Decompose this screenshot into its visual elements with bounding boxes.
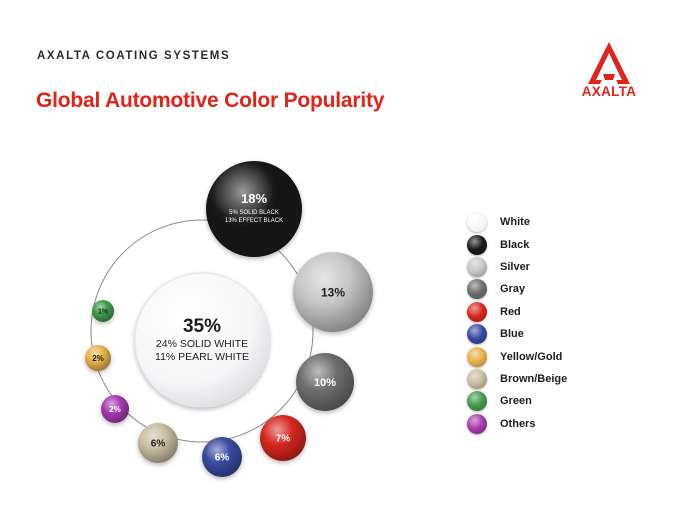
page-title: Global Automotive Color Popularity [36, 89, 385, 112]
legend-label: Green [500, 395, 532, 408]
bubble-circle-others [101, 395, 129, 423]
bubble-circle-gray [296, 353, 354, 411]
bubble-value-label: 2% [109, 405, 121, 414]
bubble-detail-label: 13% EFFECT BLACK [225, 218, 283, 224]
bubble-yellow-gold: 2% [85, 345, 111, 371]
bubble-red: 7% [260, 415, 306, 461]
bubble-circle-brown-beige [138, 423, 178, 463]
legend-swatch-brown-beige [467, 368, 487, 389]
legend-item-silver: Silver [467, 256, 567, 278]
legend-item-brown-beige: Brown/Beige [467, 368, 567, 390]
bubble-blue: 6% [202, 437, 242, 477]
bubble-value-label: 18% [241, 191, 267, 206]
legend-swatch-yellow-gold [467, 346, 487, 367]
legend-item-others: Others [467, 413, 567, 435]
bubble-circle-white [134, 272, 270, 408]
legend-item-blue: Blue [467, 323, 567, 345]
bubble-green: 1% [92, 300, 114, 322]
legend-label: Yellow/Gold [500, 350, 563, 363]
bubble-black: 18% 5% SOLID BLACK 13% EFFECT BLACK [206, 161, 302, 257]
bubble-gray: 10% [296, 353, 354, 411]
bubble-value-label: 6% [151, 439, 166, 450]
bubble-detail-label: 5% SOLID BLACK [229, 210, 279, 216]
legend-item-black: Black [467, 233, 567, 255]
bubble-value-label: 13% [321, 285, 345, 299]
bubble-others: 2% [101, 395, 129, 423]
legend-label: Black [500, 238, 530, 251]
legend-label: Brown/Beige [500, 372, 568, 385]
legend-swatch-silver [467, 256, 487, 277]
bubble-circle-green [92, 300, 114, 322]
bubble-value-label: 2% [92, 354, 104, 363]
legend-label: White [500, 216, 530, 229]
bubble-circle-black [206, 161, 302, 257]
logo-wordmark: AXALTA [581, 84, 637, 99]
bubble-circle-blue [202, 437, 242, 477]
bubble-circle-yellow-gold [85, 345, 111, 371]
chart-legend: White Black Silver Gray Red Blue Yellow/Gold Br… [467, 211, 567, 435]
legend-swatch-gray [467, 279, 487, 300]
legend-swatch-others [467, 413, 487, 434]
legend-item-yellow-gold: Yellow/Gold [467, 345, 567, 367]
bubble-value-label: 7% [276, 434, 291, 445]
bubble-brown-beige: 6% [138, 423, 178, 463]
legend-swatch-blue [467, 324, 487, 345]
legend-item-green: Green [467, 390, 567, 412]
legend-swatch-black [467, 234, 487, 255]
bubble-circle-red [260, 415, 306, 461]
legend-label: Gray [500, 283, 526, 296]
legend-swatch-green [467, 391, 487, 412]
orbit-ring [90, 219, 314, 443]
legend-item-red: Red [467, 301, 567, 323]
axalta-logo-mark-icon [588, 42, 630, 84]
bubble-value-label: 10% [314, 377, 336, 389]
legend-label: Blue [500, 328, 524, 341]
legend-swatch-red [467, 301, 487, 322]
legend-label: Silver [500, 260, 530, 273]
bubble-circle-silver [293, 252, 373, 332]
bubble-value-label: 6% [215, 453, 230, 464]
bubble-silver: 13% [293, 252, 373, 332]
legend-label: Others [500, 417, 536, 430]
brand-line: AXALTA COATING SYSTEMS [37, 50, 231, 62]
legend-item-gray: Gray [467, 278, 567, 300]
legend-swatch-white [467, 212, 487, 233]
axalta-logo: AXALTA [570, 40, 648, 102]
bubble-detail-label: 11% PEARL WHITE [155, 351, 249, 363]
legend-label: Red [500, 305, 521, 318]
bubble-value-label: 1% [98, 309, 109, 316]
bubble-value-label: 35% [183, 316, 221, 337]
legend-item-white: White [467, 211, 567, 233]
bubble-detail-label: 24% SOLID WHITE [156, 338, 248, 350]
